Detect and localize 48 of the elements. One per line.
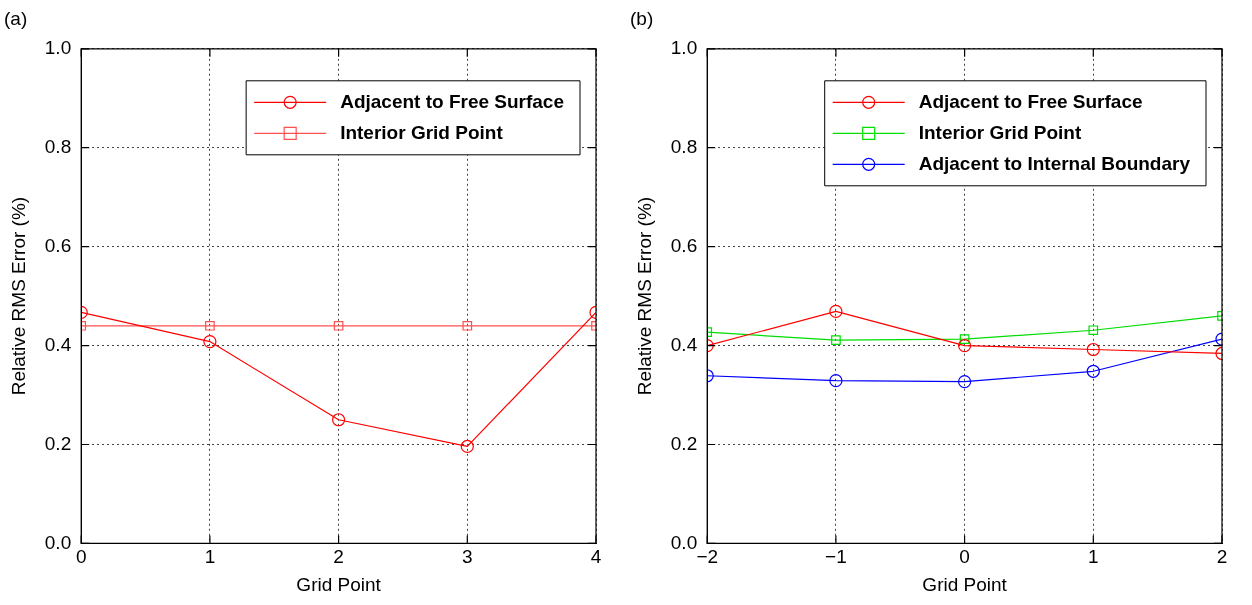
- x-tick-label: 0: [75, 546, 87, 568]
- x-tick-label: −2: [696, 546, 719, 568]
- x-tick-label: 3: [462, 546, 473, 568]
- chart-title: (b): [630, 7, 654, 29]
- legend-label: Adjacent to Free Surface: [340, 90, 564, 112]
- x-tick-label: 1: [1088, 546, 1099, 568]
- legend-label: Adjacent to Internal Boundary: [918, 152, 1191, 174]
- point: [1086, 342, 1100, 357]
- point: [959, 334, 970, 344]
- x-tick-label: 0: [959, 546, 970, 568]
- point: [205, 320, 215, 331]
- y-tick-label: 0.0: [44, 531, 72, 553]
- legend-label: Adjacent to Free Surface: [918, 90, 1143, 112]
- x-tick-label: −1: [825, 546, 847, 568]
- y-tick-label: 0.4: [44, 333, 72, 355]
- y-tick-label: 0.4: [670, 333, 698, 355]
- point: [829, 374, 843, 388]
- y-tick-label: 0.8: [670, 135, 698, 157]
- y-axis-title: Relative RMS Error (%): [7, 196, 29, 396]
- point: [460, 439, 474, 454]
- chart-title: (a): [4, 7, 28, 29]
- point: [958, 338, 972, 353]
- point: [1088, 325, 1099, 336]
- legend-label: Interior Grid Point: [340, 121, 504, 143]
- x-tick-label: 2: [333, 546, 344, 568]
- point: [829, 304, 843, 319]
- point: [831, 335, 841, 345]
- point: [332, 413, 346, 427]
- x-tick-label: 4: [590, 546, 602, 568]
- legend-label: Interior Grid Point: [918, 121, 1082, 143]
- y-tick-label: 0.2: [44, 432, 72, 454]
- point: [462, 320, 473, 331]
- x-axis-title: Grid Point: [296, 573, 382, 595]
- x-tick-label: 1: [204, 546, 216, 568]
- point: [203, 335, 217, 349]
- y-tick-label: 0.2: [670, 432, 698, 454]
- y-tick-label: 0.6: [670, 234, 698, 256]
- x-axis-title: Grid Point: [922, 573, 1008, 595]
- point: [958, 375, 972, 389]
- y-tick-label: 1.0: [670, 37, 698, 59]
- point: [333, 320, 344, 331]
- y-tick-label: 1.0: [44, 37, 72, 59]
- y-tick-label: 0.6: [44, 234, 72, 256]
- y-axis-title: Relative RMS Error (%): [633, 196, 655, 396]
- y-tick-label: 0.0: [670, 531, 698, 553]
- y-tick-label: 0.8: [44, 135, 72, 157]
- point: [1086, 364, 1100, 378]
- x-tick-label: 2: [1216, 546, 1228, 568]
